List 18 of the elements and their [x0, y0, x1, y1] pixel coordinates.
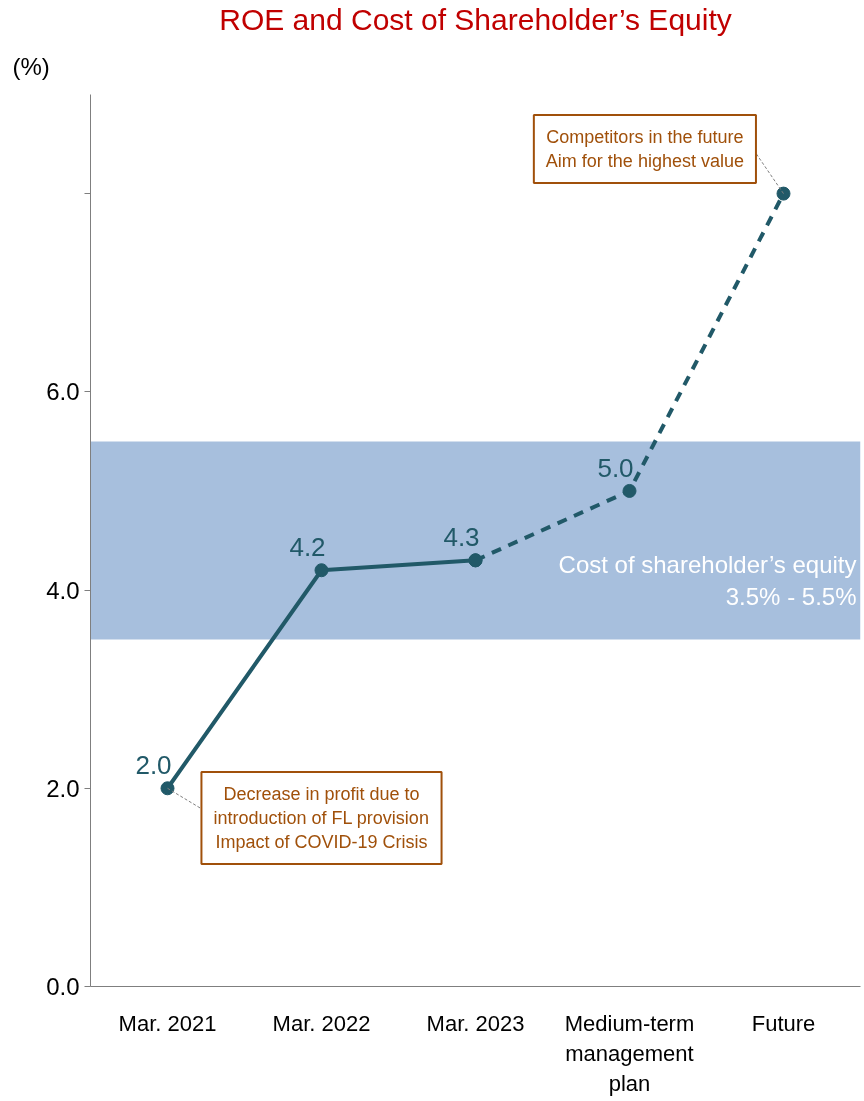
data-label: 5.0 [597, 452, 634, 483]
x-tick-label: Future [751, 1010, 816, 1036]
y-tick-label: 0.0 [46, 973, 80, 1000]
x-tick-label: Mar. 2021 [118, 1010, 217, 1036]
annotation: Decrease in profit due to introduction of FL provision Impact of COVID-19 Crisis [213, 784, 429, 853]
x-tick-label: Mar. 2022 [272, 1010, 371, 1036]
data-label: 2.0 [135, 750, 172, 781]
y-tick-label: 6.0 [46, 378, 80, 406]
y-axis-title: (%) [12, 52, 50, 80]
x-tick-label: Medium-term management plan [564, 1010, 695, 1096]
data-label: 4.2 [289, 532, 326, 563]
y-tick-label: 4.0 [46, 576, 80, 604]
data-label: 4.3 [443, 522, 480, 553]
y-tick-label: 2.0 [46, 774, 80, 802]
x-tick-label: Mar. 2023 [426, 1010, 525, 1036]
band-label: Cost of shareholder’s equity 3.5% - 5.5% [558, 550, 857, 611]
annotation: Competitors in the future Aim for the highest value [545, 127, 744, 172]
chart-title: ROE and Cost of Shareholder’s Equity [219, 2, 732, 36]
